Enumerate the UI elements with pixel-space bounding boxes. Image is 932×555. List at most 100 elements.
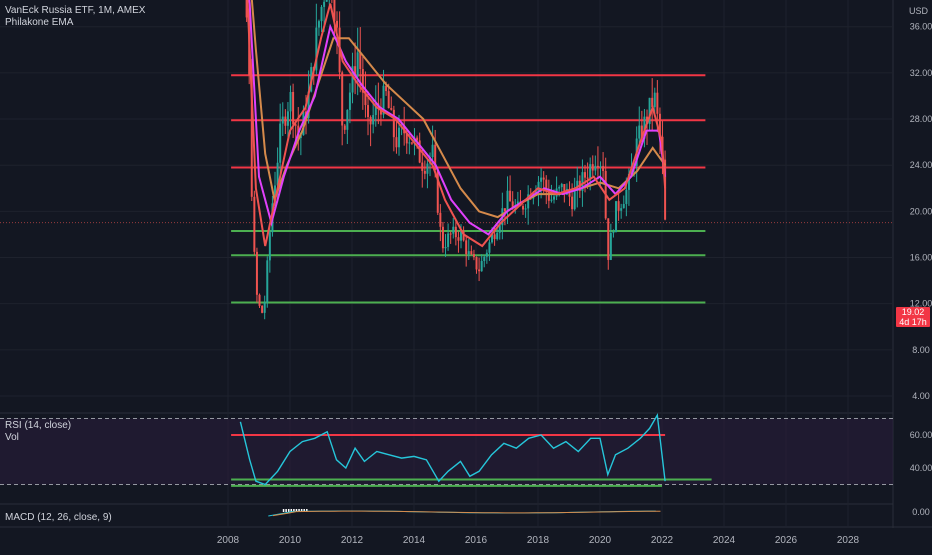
candle-body: [431, 144, 434, 158]
candle-body: [294, 124, 297, 126]
candle-body: [589, 164, 592, 179]
candle-body: [346, 109, 349, 130]
macd-legend: MACD (12, 26, close, 9): [5, 512, 112, 524]
x-tick-label: 2026: [775, 535, 798, 546]
candle-body: [612, 232, 615, 234]
candle-body: [509, 190, 512, 202]
x-tick-label: 2010: [279, 535, 302, 546]
candle-body: [537, 181, 540, 192]
candle-body: [343, 125, 346, 130]
candle-body: [540, 177, 543, 182]
macd-histogram-bar: [282, 509, 285, 512]
candle-body: [354, 66, 357, 77]
candle-body: [571, 196, 574, 210]
candle-body: [299, 135, 302, 139]
macd-histogram-bar: [298, 509, 300, 512]
candle-body: [292, 92, 295, 125]
candle-body: [336, 20, 339, 28]
candle-body: [413, 137, 416, 144]
candle-body: [498, 225, 501, 233]
macd-histogram-bar: [293, 509, 295, 512]
candle-body: [475, 257, 478, 270]
y-tick-label: 4.00: [912, 391, 930, 401]
candle-body: [493, 234, 496, 240]
candle-body: [441, 226, 444, 249]
candle-body: [620, 208, 623, 211]
candle-body: [485, 252, 488, 257]
chart-title: VanEck Russia ETF, 1M, AMEX: [5, 5, 146, 16]
x-tick-label: 2014: [403, 535, 426, 546]
x-tick-label: 2022: [651, 535, 674, 546]
candle-body: [374, 103, 377, 116]
candle-body: [586, 177, 589, 179]
indicator-label: Philakone EMA: [5, 17, 74, 28]
candle-body: [596, 165, 599, 167]
candle-body: [651, 97, 654, 108]
vol-label: Vol: [5, 432, 19, 443]
candle-body: [382, 85, 385, 115]
candle-body: [361, 68, 364, 93]
y-tick-label: 12.00: [910, 299, 932, 309]
candle-body: [276, 162, 279, 186]
candle-body: [609, 233, 612, 260]
candle-body: [351, 66, 354, 93]
candle-body: [638, 125, 641, 139]
candle-body: [483, 256, 486, 262]
candle-body: [398, 127, 401, 148]
candle-body: [648, 97, 651, 125]
candle-body: [390, 108, 393, 110]
main-legend: VanEck Russia ETF, 1M, AMEX Philakone EM…: [5, 5, 145, 29]
macd-signal-line: [272, 510, 661, 517]
x-tick-label: 2028: [837, 535, 860, 546]
macd-histogram-bar: [290, 509, 293, 512]
candle-body: [434, 144, 437, 170]
candle-body: [452, 226, 455, 234]
candle-body: [359, 52, 362, 69]
ema-fast-line: [246, 0, 667, 248]
candle-body: [653, 92, 656, 108]
candle-body: [263, 302, 266, 313]
candle-body: [454, 226, 457, 238]
candle-body: [341, 72, 344, 126]
rsi-band: [0, 418, 893, 485]
y-tick-label: 24.00: [910, 160, 932, 170]
candle-body: [258, 294, 261, 306]
macd-histogram-bar: [306, 509, 308, 512]
y-tick-label: 16.00: [910, 253, 932, 263]
last-price-value: 19.02: [901, 307, 925, 317]
x-tick-label: 2008: [217, 535, 240, 546]
candle-body: [281, 116, 284, 124]
candle-body: [268, 232, 271, 261]
candle-body: [439, 212, 442, 227]
candle-body: [591, 164, 594, 171]
candle-body: [385, 85, 388, 92]
candle-body: [553, 196, 556, 200]
candle-body: [527, 194, 530, 209]
rsi-tick-label: 60.00: [910, 430, 932, 440]
candle-body: [627, 173, 630, 190]
macd-histogram-bar: [285, 509, 287, 512]
candle-body: [622, 203, 625, 209]
candle-body: [449, 233, 452, 235]
candle-body: [317, 21, 320, 28]
candle-body: [364, 92, 367, 106]
candle-body: [323, 1, 326, 7]
candle-body: [470, 251, 473, 255]
y-tick-label: 32.00: [910, 68, 932, 78]
y-tick-label: 20.00: [910, 206, 932, 216]
candle-body: [261, 305, 264, 313]
last-price-countdown: 4d 17h: [899, 317, 927, 327]
candle-body: [436, 169, 439, 213]
rsi-line: [239, 413, 666, 486]
candle-body: [367, 105, 370, 118]
candle-body: [333, 0, 336, 21]
candle-body: [511, 201, 514, 209]
candle-body: [503, 208, 506, 212]
candle-body: [496, 232, 499, 240]
currency-label: USD: [908, 6, 928, 16]
candle-body: [465, 240, 468, 255]
candle-body: [429, 157, 432, 164]
candle-body: [387, 91, 390, 109]
